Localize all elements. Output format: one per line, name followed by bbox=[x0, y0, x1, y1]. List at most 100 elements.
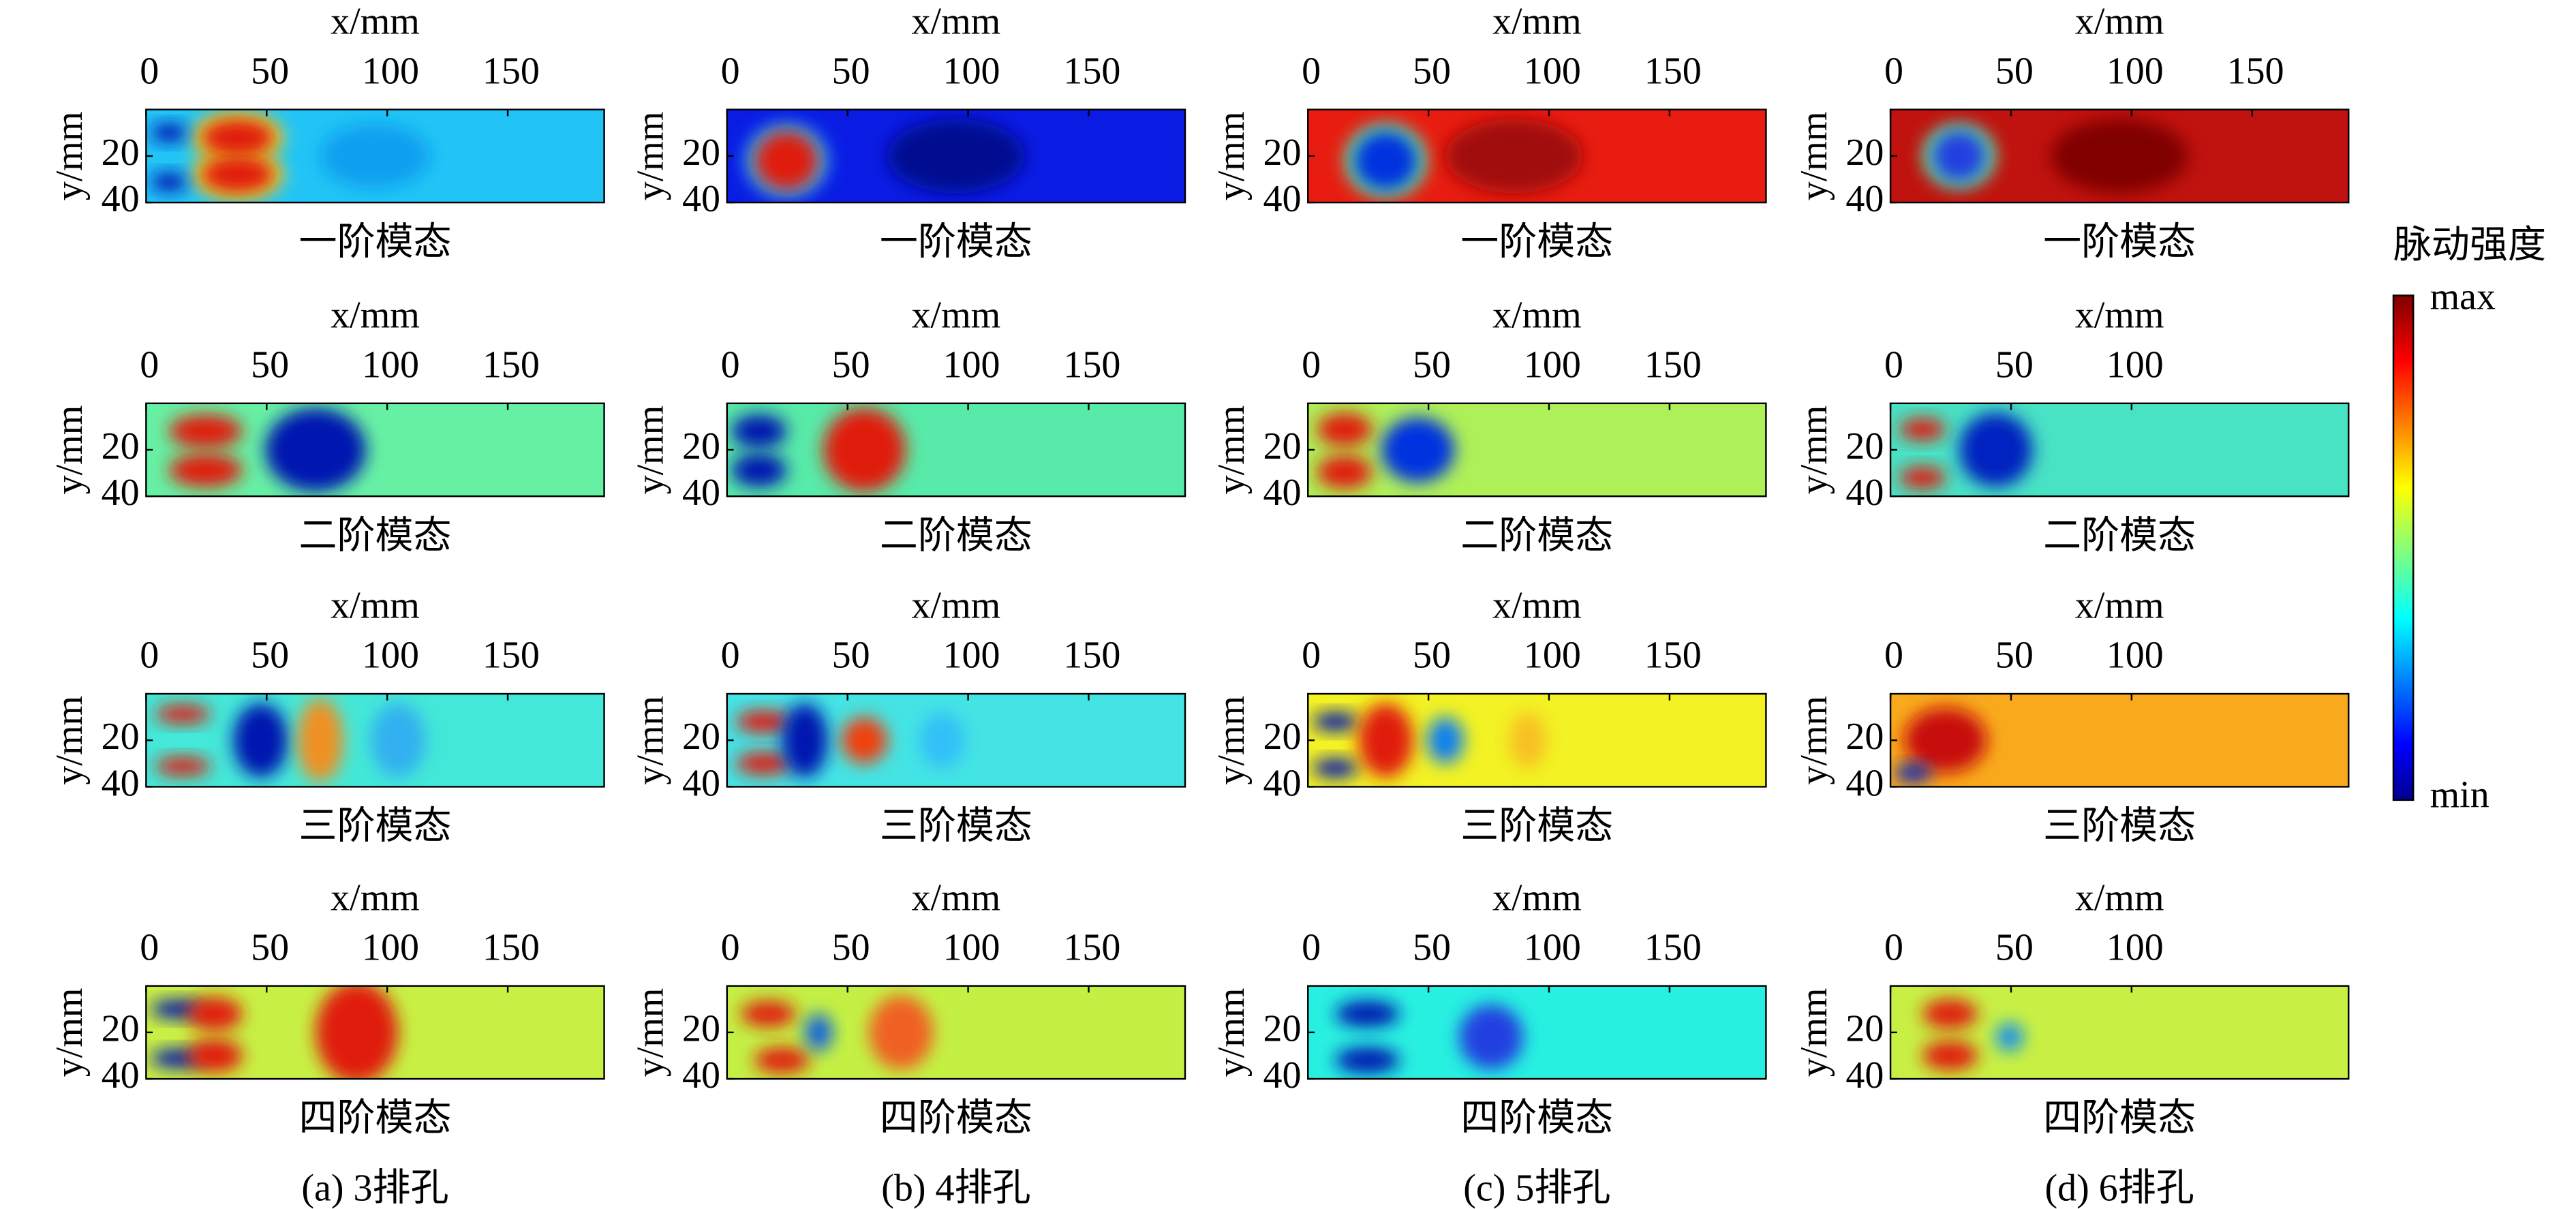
field-structure bbox=[1459, 1004, 1524, 1070]
x-axis-label: x/mm bbox=[331, 0, 420, 42]
field-structure bbox=[754, 131, 819, 191]
field-structure bbox=[265, 408, 367, 492]
field-structure bbox=[201, 155, 275, 194]
x-axis-label: x/mm bbox=[912, 294, 1001, 336]
field-structure bbox=[1895, 763, 1932, 782]
y-tick-label: 20 bbox=[1263, 716, 1301, 758]
field-structure bbox=[1358, 703, 1413, 778]
x-tick-label: 0 bbox=[140, 926, 159, 968]
x-tick-label: 50 bbox=[1995, 634, 2034, 677]
x-tick-label: 50 bbox=[832, 926, 870, 968]
heatmap bbox=[1890, 694, 2349, 787]
x-tick-label: 100 bbox=[1524, 344, 1581, 386]
y-tick-label: 20 bbox=[1845, 716, 1884, 758]
panel-title: 三阶模态 bbox=[1460, 806, 1613, 848]
y-axis-label: y/mm bbox=[630, 405, 672, 495]
field-structure bbox=[155, 705, 211, 724]
field-structure bbox=[169, 414, 243, 448]
x-tick-label: 0 bbox=[1302, 50, 1321, 92]
panel-title: 一阶模态 bbox=[880, 221, 1032, 263]
x-tick-label: 50 bbox=[251, 344, 289, 386]
field-structure bbox=[869, 995, 934, 1070]
heatmap bbox=[1890, 403, 2349, 497]
x-tick-label: 100 bbox=[362, 344, 419, 386]
heatmap-background bbox=[1308, 403, 1766, 497]
field-structure bbox=[731, 414, 787, 448]
x-tick-label: 100 bbox=[942, 50, 1000, 92]
field-structure bbox=[316, 985, 399, 1080]
field-structure bbox=[841, 717, 888, 764]
y-axis-label: y/mm bbox=[48, 696, 91, 785]
heatmap bbox=[726, 109, 1186, 203]
panel-title: 一阶模态 bbox=[298, 221, 451, 263]
heatmap bbox=[1308, 694, 1766, 787]
x-tick-label: 150 bbox=[482, 926, 540, 968]
y-tick-label: 20 bbox=[102, 132, 140, 174]
x-axis-label: x/mm bbox=[2075, 585, 2164, 627]
field-structure bbox=[1312, 759, 1359, 778]
y-tick-label: 40 bbox=[682, 762, 720, 804]
y-tick-label: 20 bbox=[682, 1008, 720, 1050]
field-structure bbox=[740, 1000, 796, 1027]
field-structure bbox=[233, 703, 288, 778]
y-tick-label: 40 bbox=[102, 178, 140, 220]
x-tick-label: 100 bbox=[942, 634, 1000, 677]
field-structure bbox=[823, 408, 906, 492]
panel-title: 一阶模态 bbox=[1460, 221, 1613, 263]
x-tick-label: 150 bbox=[1063, 344, 1120, 386]
y-axis-label: y/mm bbox=[1210, 988, 1253, 1077]
x-tick-label: 0 bbox=[140, 50, 159, 92]
heatmap bbox=[1890, 985, 2349, 1080]
field-structure bbox=[782, 703, 828, 778]
field-structure bbox=[1922, 998, 1978, 1029]
field-structure bbox=[1509, 712, 1546, 769]
field-structure bbox=[151, 123, 187, 142]
field-structure bbox=[1445, 119, 1583, 194]
y-axis-label: y/mm bbox=[630, 988, 672, 1077]
heatmap bbox=[1308, 109, 1766, 203]
y-axis-label: y/mm bbox=[1793, 696, 1835, 785]
field-structure bbox=[155, 756, 211, 776]
x-tick-label: 0 bbox=[1884, 926, 1903, 968]
x-tick-label: 50 bbox=[1413, 926, 1451, 968]
y-tick-label: 40 bbox=[1845, 472, 1884, 514]
y-axis-label: y/mm bbox=[1793, 988, 1835, 1077]
panel-title: 三阶模态 bbox=[2043, 806, 2196, 848]
x-tick-label: 0 bbox=[721, 634, 740, 677]
panel-title: 四阶模态 bbox=[880, 1097, 1032, 1139]
y-tick-label: 20 bbox=[1263, 425, 1301, 468]
heatmap bbox=[726, 985, 1186, 1080]
x-axis-label: x/mm bbox=[1492, 0, 1582, 42]
column-caption: (a) 3排孔 bbox=[301, 1167, 448, 1209]
field-structure bbox=[187, 1039, 243, 1073]
x-tick-label: 0 bbox=[1302, 344, 1321, 386]
panel-title: 二阶模态 bbox=[2043, 515, 2196, 557]
field-structure bbox=[1426, 717, 1464, 764]
field-structure bbox=[1922, 1041, 1978, 1071]
field-structure bbox=[919, 712, 966, 769]
heatmap-background bbox=[726, 403, 1186, 497]
x-tick-label: 0 bbox=[1884, 634, 1903, 677]
y-tick-label: 20 bbox=[102, 425, 140, 468]
column-caption: (d) 6排孔 bbox=[2045, 1167, 2194, 1209]
y-tick-label: 20 bbox=[682, 716, 720, 758]
x-tick-label: 100 bbox=[942, 344, 1000, 386]
field-structure bbox=[1317, 455, 1373, 489]
x-tick-label: 100 bbox=[2106, 926, 2164, 968]
x-tick-label: 0 bbox=[721, 50, 740, 92]
column-caption: (b) 4排孔 bbox=[881, 1167, 1030, 1209]
x-tick-label: 100 bbox=[1524, 634, 1581, 677]
field-structure bbox=[1904, 707, 1987, 773]
panel-title: 三阶模态 bbox=[298, 806, 451, 848]
heatmap bbox=[146, 694, 604, 787]
x-tick-label: 150 bbox=[1063, 50, 1120, 92]
field-structure bbox=[1335, 1000, 1400, 1027]
x-tick-label: 50 bbox=[1413, 344, 1451, 386]
y-axis-label: y/mm bbox=[48, 405, 91, 495]
y-tick-label: 20 bbox=[1845, 1008, 1884, 1050]
x-axis-label: x/mm bbox=[912, 585, 1001, 627]
x-tick-label: 50 bbox=[1413, 50, 1451, 92]
heatmap bbox=[146, 109, 604, 203]
x-tick-label: 100 bbox=[942, 926, 1000, 968]
